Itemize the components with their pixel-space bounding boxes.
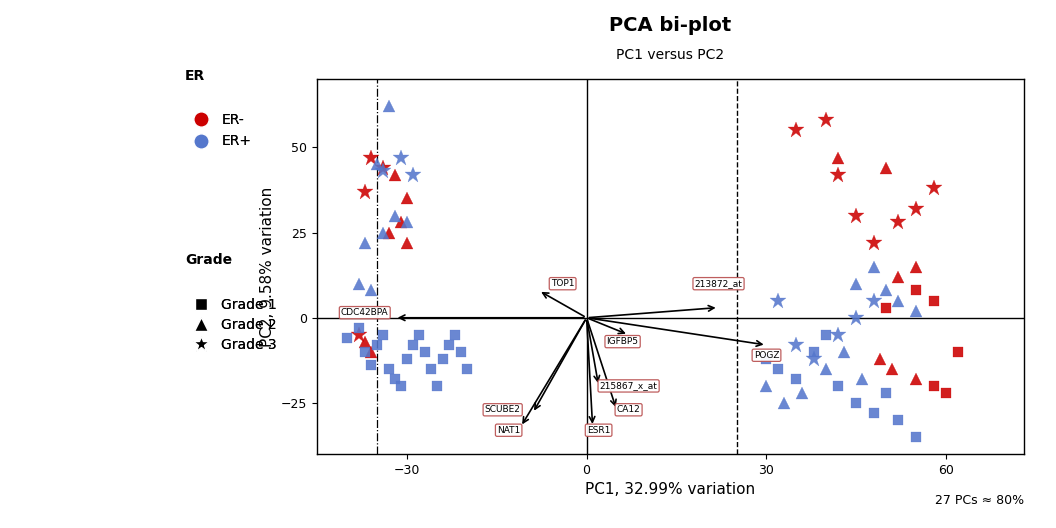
Text: PCA bi-plot: PCA bi-plot (609, 16, 732, 35)
Text: 27 PCs ≈ 80%: 27 PCs ≈ 80% (936, 494, 1024, 507)
Text: NAT1: NAT1 (497, 426, 521, 435)
Text: 213872_at: 213872_at (695, 279, 742, 288)
Legend: ER-, ER+: ER-, ER+ (182, 107, 257, 154)
Text: IGFBP5: IGFBP5 (606, 337, 639, 346)
Text: POGZ: POGZ (754, 351, 779, 360)
Text: CA12: CA12 (617, 406, 640, 414)
Text: 215867_x_at: 215867_x_at (600, 381, 658, 390)
Text: TOP1: TOP1 (551, 279, 574, 288)
Legend: Grade 1, Grade 2, Grade 3: Grade 1, Grade 2, Grade 3 (182, 292, 283, 357)
Text: ESR1: ESR1 (587, 426, 610, 435)
Text: SCUBE2: SCUBE2 (485, 406, 521, 414)
Text: CDC42BPA: CDC42BPA (341, 308, 389, 317)
Y-axis label: PC2, 9.58% variation: PC2, 9.58% variation (260, 186, 276, 347)
Text: ER: ER (185, 69, 205, 83)
Text: Grade: Grade (185, 253, 232, 268)
X-axis label: PC1, 32.99% variation: PC1, 32.99% variation (585, 483, 756, 497)
Text: PC1 versus PC2: PC1 versus PC2 (617, 48, 724, 62)
